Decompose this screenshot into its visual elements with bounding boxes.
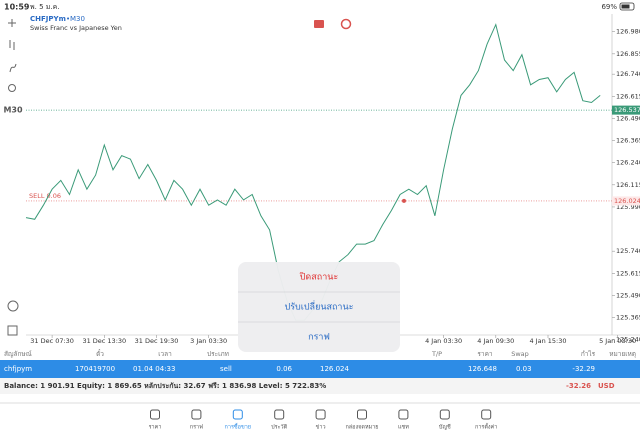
current-price-box — [612, 105, 640, 115]
x-tick-label: 4 Jan 03:30 — [425, 337, 462, 345]
cell: sell — [220, 365, 232, 373]
account-profit: -32.26 — [566, 382, 591, 390]
tab-label[interactable]: ประวัติ — [271, 424, 287, 431]
trade-icon[interactable] — [314, 20, 324, 28]
timeframe-button[interactable]: M30 — [3, 106, 23, 115]
column-header: กำไร — [581, 350, 596, 358]
tab-icon[interactable] — [274, 409, 285, 420]
account-summary: Balance: 1 901.91 Equity: 1 869.65 หลักป… — [4, 382, 326, 390]
x-tick-label: 31 Dec 19:30 — [135, 337, 179, 345]
entry-marker — [402, 198, 406, 203]
dot: • — [66, 15, 70, 23]
description: Swiss Franc vs Japanese Yen — [30, 24, 122, 32]
cell: 01.04 04:33 — [133, 365, 175, 373]
y-tick-label: 125.740 — [616, 247, 640, 255]
tab-label[interactable]: ราคา — [149, 425, 162, 431]
column-header: Swap — [511, 350, 529, 358]
y-tick-label: 126.240 — [616, 159, 640, 167]
tab-icon[interactable] — [439, 409, 450, 420]
tab-icon[interactable] — [315, 409, 326, 420]
column-header: T/P — [431, 350, 442, 358]
column-header: สัญลักษณ์ — [4, 350, 32, 358]
column-header: ประเภท — [207, 350, 229, 358]
column-header: หมายเหตุ — [609, 350, 636, 358]
tab-icon[interactable] — [150, 409, 160, 420]
oneclick-icon[interactable] — [340, 18, 352, 30]
timeframe: M30 — [70, 15, 85, 23]
tab-icon[interactable] — [191, 409, 202, 420]
y-tick-label: 126.115 — [616, 181, 640, 189]
cell: -32.29 — [572, 365, 595, 373]
column-header: เวลา — [158, 350, 172, 358]
x-tick-label: 5 Jan 03:30 — [599, 337, 636, 345]
tab-icon[interactable] — [232, 409, 243, 420]
popup-item[interactable]: ปิดสถานะ — [300, 272, 339, 283]
y-tick-label: 126.980 — [616, 28, 640, 36]
symbol: CHFJPYm — [30, 15, 66, 23]
cell: 126.648 — [468, 365, 497, 373]
function-icon[interactable] — [9, 63, 17, 73]
y-tick-label: 126.615 — [616, 92, 640, 100]
y-tick-label: 125.615 — [616, 269, 640, 277]
y-tick-label: 125.990 — [616, 203, 640, 211]
tab-icon[interactable] — [481, 409, 492, 420]
x-tick-label: 4 Jan 09:30 — [477, 337, 514, 345]
sell-price-box — [612, 196, 640, 206]
status-date: พ. 5 ม.ค. — [30, 3, 60, 11]
indicator-icon[interactable] — [9, 40, 15, 50]
left-toolbar — [7, 19, 19, 336]
tab-label[interactable]: การซื้อขาย — [225, 423, 251, 431]
x-tick-label: 3 Jan 03:30 — [190, 337, 227, 345]
position-label: SELL 0.06 — [29, 192, 61, 200]
cell: 0.03 — [516, 365, 532, 373]
cell: chfjpym — [4, 365, 32, 373]
tab-label[interactable]: กราฟ — [190, 424, 203, 431]
cell: 170419700 — [75, 365, 115, 373]
x-tick-label: 31 Dec 07:30 — [30, 337, 74, 345]
tab-icon[interactable] — [398, 409, 409, 420]
tab-label[interactable]: ข่าว — [316, 425, 326, 431]
popup-bg — [238, 262, 400, 352]
column-header: ราคา — [477, 350, 492, 358]
cell: 126.024 — [320, 365, 349, 373]
status-battery: 69% — [601, 3, 617, 11]
summary-bg — [0, 378, 640, 394]
y-tick-label: 126.740 — [616, 70, 640, 78]
add-icon[interactable] — [7, 325, 18, 336]
y-tick-label: 126.490 — [616, 114, 640, 122]
y-tick-label: 125.365 — [616, 314, 640, 322]
position-row[interactable] — [0, 360, 640, 378]
zoom-icon[interactable] — [7, 300, 19, 312]
y-tick-label: 125.490 — [616, 291, 640, 299]
account-currency: USD — [598, 382, 615, 390]
y-tick-label: 125.240 — [616, 336, 640, 344]
popup-item[interactable]: ปรับเปลี่ยนสถานะ — [285, 300, 354, 313]
battery-icon — [619, 2, 635, 11]
tab-label[interactable]: บัญชี — [439, 424, 451, 431]
column-header: ตั๋ว — [96, 349, 104, 358]
tab-icon[interactable] — [357, 409, 367, 420]
battery-level — [621, 4, 630, 9]
tab-label[interactable]: การตั้งค่า — [475, 423, 497, 431]
y-tick-label: 126.855 — [616, 50, 640, 58]
table-header-bg — [0, 348, 640, 359]
tab-label[interactable]: กล่องจดหมาย — [345, 425, 378, 431]
current-price-label: 126.537 — [614, 106, 640, 114]
status-time: 10:59 — [4, 3, 30, 12]
cell: 0.06 — [276, 365, 292, 373]
x-tick-label: 4 Jan 15:30 — [529, 337, 566, 345]
sell-price-label: 126.024 — [614, 197, 640, 205]
tab-label[interactable]: แชท — [398, 424, 409, 431]
crosshair-icon[interactable] — [8, 19, 16, 27]
x-tick-label: 31 Dec 13:30 — [82, 337, 126, 345]
popup-item[interactable]: กราฟ — [308, 333, 330, 343]
objects-icon[interactable] — [8, 84, 16, 92]
y-tick-label: 126.365 — [616, 137, 640, 145]
